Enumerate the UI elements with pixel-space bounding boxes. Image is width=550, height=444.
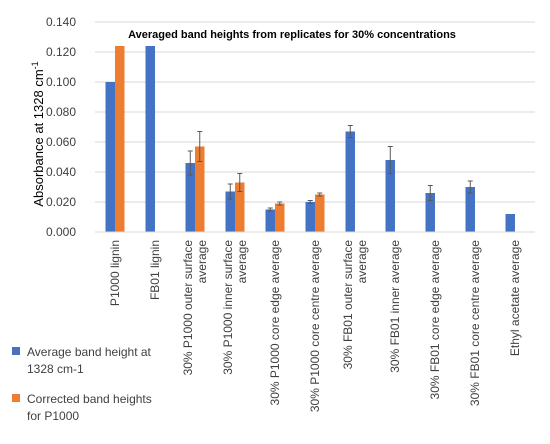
bar — [105, 82, 115, 232]
x-tick-label-line: P1000 lignin — [108, 240, 122, 306]
legend-label-line: Average band height at — [27, 345, 152, 359]
x-tick-label: Ethyl acetate average — [508, 240, 522, 356]
y-tick-label: 0.040 — [46, 165, 76, 179]
x-tick-label-line: 30% P1000 outer surface — [181, 240, 195, 376]
bar — [315, 194, 325, 232]
y-tick-label: 0.140 — [46, 15, 76, 29]
x-tick-label: 30% P1000 inner surfaceaverage — [221, 240, 249, 375]
x-tick-label-line: average — [235, 240, 249, 284]
x-tick-label-line: average — [355, 240, 369, 284]
x-tick-label-line: 30% FB01 outer surface — [341, 240, 355, 370]
legend-label-line: Corrected band heights — [27, 392, 152, 406]
bar — [425, 193, 435, 232]
x-tick-label-line: 30% FB01 inner average — [388, 240, 402, 373]
legend-swatch — [12, 347, 20, 355]
x-tick-label: 30% P1000 core edge average — [268, 240, 282, 406]
y-tick-label: 0.120 — [46, 45, 76, 59]
x-tick-label: 30% FB01 core edge average — [428, 240, 442, 400]
legend-label: Corrected band heights for P1000 — [27, 392, 152, 423]
bar — [145, 46, 155, 232]
legend-label-line: for P1000 — [27, 409, 79, 423]
x-tick-label-line: 30% P1000 core centre average — [308, 240, 322, 412]
bar — [465, 187, 475, 232]
x-tick-label-line: Ethyl acetate average — [508, 240, 522, 356]
y-axis-label-text: Absorbance at 1328 cm — [31, 69, 46, 206]
bar — [265, 209, 275, 232]
y-tick-label: 0.100 — [46, 75, 76, 89]
bar — [235, 182, 245, 232]
y-tick-label: 0.000 — [46, 225, 76, 239]
x-tick-label-line: 30% FB01 core edge average — [428, 240, 442, 400]
legend-label-line: 1328 cm-1 — [27, 362, 84, 376]
y-axis-label-superscript: -1 — [30, 61, 40, 69]
y-axis-ticks: 0.000 0.020 0.040 0.060 0.080 0.100 0.120 0.140 — [46, 15, 76, 239]
bar — [275, 203, 285, 232]
x-tick-label: 30% FB01 core centre average — [468, 240, 482, 406]
x-tick-label-line: 30% FB01 core centre average — [468, 240, 482, 406]
x-tick-label: 30% FB01 inner average — [388, 240, 402, 373]
x-tick-label-line: FB01 lignin — [148, 240, 162, 300]
y-tick-label: 0.060 — [46, 135, 76, 149]
x-tick-label: 30% P1000 outer surfaceaverage — [181, 240, 209, 376]
y-tick-label: 0.080 — [46, 105, 76, 119]
x-axis-labels: P1000 lignin FB01 lignin 30% P1000 outer s… — [108, 240, 522, 412]
chart-title: Averaged band heights from replicates fo… — [128, 29, 456, 41]
legend-label: Average band height at 1328 cm-1 — [27, 345, 152, 376]
bar — [305, 202, 315, 232]
x-tick-label: FB01 lignin — [148, 240, 162, 300]
x-tick-label-line: 30% P1000 core edge average — [268, 240, 282, 406]
gridlines — [95, 21, 535, 203]
x-tick-label: 30% P1000 core centre average — [308, 240, 322, 412]
x-tick-label-line: 30% P1000 inner surface — [221, 240, 235, 375]
legend-swatch — [12, 394, 20, 402]
bars — [105, 46, 515, 232]
y-tick-label: 0.020 — [46, 195, 76, 209]
bar — [195, 146, 205, 232]
bar — [345, 131, 355, 232]
bar — [505, 214, 515, 232]
bar — [115, 46, 125, 232]
x-tick-label: 30% FB01 outer surfaceaverage — [341, 240, 369, 370]
legend: Average band height at 1328 cm-1 Corrected… — [12, 345, 152, 423]
bar — [185, 163, 195, 232]
x-tick-label-line: average — [195, 240, 209, 284]
x-tick-label: P1000 lignin — [108, 240, 122, 306]
bar — [225, 191, 235, 232]
bar — [385, 160, 395, 232]
y-axis-label: Absorbance at 1328 cm-1 — [30, 61, 46, 206]
error-bars — [187, 125, 473, 212]
